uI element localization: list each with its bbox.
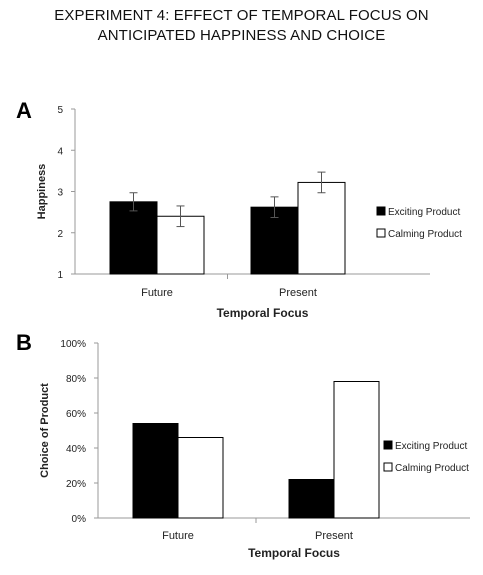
panel-b-y-tick-label: 20%: [66, 479, 86, 490]
panel-b-bar-calming-present: [333, 381, 380, 519]
panel-a-legend-label-exciting: Exciting Product: [388, 207, 460, 218]
panel-b-bar-exciting-future: [132, 423, 179, 519]
panel-letter-b: B: [16, 330, 32, 355]
panel-b-y-tick-label: 60%: [66, 409, 86, 420]
panel-a-y-tick-label: 1: [57, 270, 63, 281]
panel-a-legend-swatch-calming: [376, 228, 386, 238]
panel-a-y-axis-label: Happiness: [36, 164, 48, 220]
panel-b-y-tick-label: 40%: [66, 444, 86, 455]
panel-a-legend-label-calming: Calming Product: [388, 229, 462, 240]
panel-b-y-tick-label: 0%: [72, 514, 87, 525]
panel-a-y-tick-label: 2: [57, 229, 63, 240]
figure-title-line-1: EXPERIMENT 4: EFFECT OF TEMPORAL FOCUS O…: [54, 7, 429, 24]
panel-a-x-axis-label: Temporal Focus: [217, 306, 309, 320]
panel-b-legend-swatch-exciting: [383, 440, 393, 450]
panel-letter-a: A: [16, 98, 32, 123]
panel-a-category-label: Present: [279, 287, 317, 299]
panel-a-category-label: Future: [141, 287, 173, 299]
panel-a-legend-swatch-exciting: [376, 206, 386, 216]
panel-a-y-tick-label: 5: [57, 105, 63, 116]
figure-title: EXPERIMENT 4: EFFECT OF TEMPORAL FOCUS O…: [0, 6, 483, 46]
panel-b-y-tick-label: 100%: [60, 339, 86, 350]
figure-title-line-2: ANTICIPATED HAPPINESS AND CHOICE: [97, 27, 386, 44]
panel-b-x-axis-label: Temporal Focus: [248, 546, 340, 560]
panel-b-y-tick-label: 80%: [66, 374, 86, 385]
panel-b-category-label: Future: [162, 530, 194, 542]
panel-b-legend-label-exciting: Exciting Product: [395, 441, 467, 452]
panel-a-bar-exciting-future: [109, 201, 158, 275]
panel-b-legend-swatch-calming: [383, 462, 393, 472]
panel-a-bar-calming-present: [297, 181, 346, 275]
panel-b-category-label: Present: [315, 530, 353, 542]
panel-b-bar-calming-future: [177, 437, 224, 519]
panel-b-bar-exciting-present: [288, 479, 335, 519]
panel-a-y-tick-label: 4: [57, 146, 63, 157]
panel-b-legend-label-calming: Calming Product: [395, 463, 469, 474]
panel-a-y-tick-label: 3: [57, 188, 63, 199]
panel-b-y-axis-label: Choice of Product: [39, 383, 51, 478]
